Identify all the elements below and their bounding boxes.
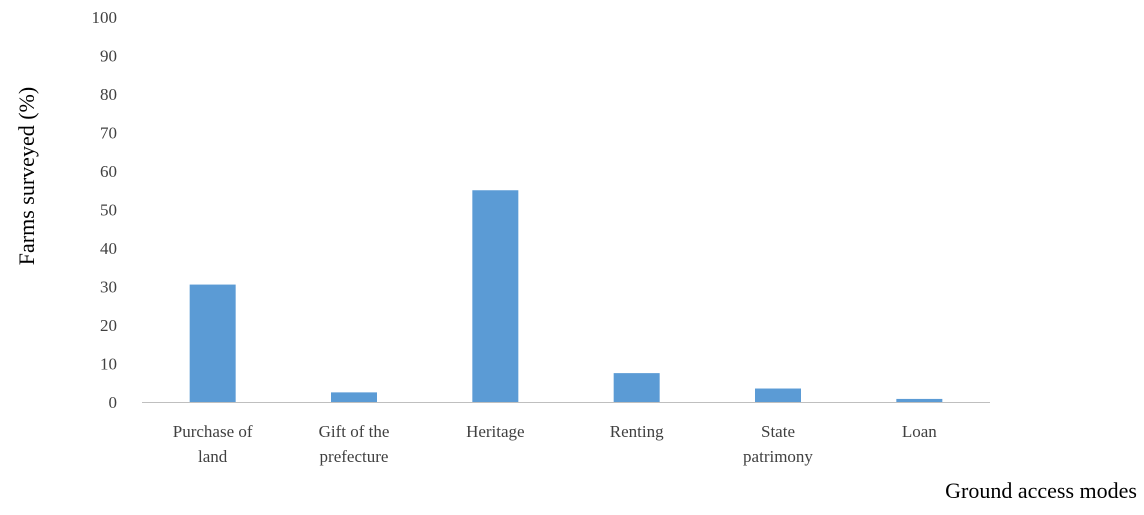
y-tick-label: 20 xyxy=(100,316,117,335)
bars xyxy=(189,190,943,402)
y-tick-label: 70 xyxy=(100,124,117,143)
x-category-label: Renting xyxy=(610,422,664,441)
y-axis-ticks: 0 10 20 30 40 50 60 70 80 90 100 xyxy=(92,8,118,412)
y-tick-label: 40 xyxy=(100,239,117,258)
x-category-label: Heritage xyxy=(466,422,525,441)
y-tick-label: 30 xyxy=(100,278,117,297)
x-category-label: land xyxy=(198,447,228,466)
bar xyxy=(331,392,377,402)
y-tick-label: 90 xyxy=(100,47,117,66)
bar xyxy=(755,388,801,402)
x-category-label: Gift of the xyxy=(319,422,390,441)
x-axis-title: Ground access modes xyxy=(945,478,1137,503)
bar xyxy=(613,373,660,402)
x-axis-category-labels: Purchase of land Gift of the prefecture Heri… xyxy=(173,422,938,466)
x-category-label: Loan xyxy=(902,422,937,441)
y-tick-label: 100 xyxy=(92,8,118,27)
y-tick-label: 80 xyxy=(100,85,117,104)
y-axis-title: Farms surveyed (%) xyxy=(14,87,39,265)
x-category-label: prefecture xyxy=(320,447,389,466)
y-tick-label: 50 xyxy=(100,201,117,220)
x-category-label: State xyxy=(761,422,795,441)
x-category-label: patrimony xyxy=(743,447,813,466)
bar xyxy=(472,190,519,402)
y-tick-label: 0 xyxy=(109,393,118,412)
y-tick-label: 60 xyxy=(100,162,117,181)
bar xyxy=(189,284,236,402)
y-tick-label: 10 xyxy=(100,355,117,374)
bar xyxy=(896,398,943,402)
x-category-label: Purchase of xyxy=(173,422,253,441)
